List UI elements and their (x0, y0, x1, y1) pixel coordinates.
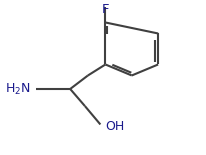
Text: F: F (102, 3, 109, 16)
Text: H$_2$N: H$_2$N (5, 81, 31, 97)
Text: OH: OH (105, 120, 125, 133)
